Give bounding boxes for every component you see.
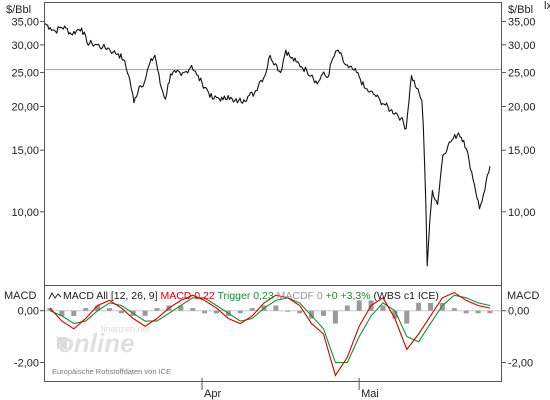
macd-label-right: MACD bbox=[507, 290, 539, 302]
macdf-bar bbox=[309, 310, 315, 319]
macd-legend: MACD All [12, 26, 9] MACD 0,22 Trigger 0… bbox=[63, 290, 439, 302]
brand-logo-icon bbox=[57, 337, 67, 349]
y-tick-label-right: 15,00 bbox=[508, 145, 536, 157]
y-tick-label-left: 30,00 bbox=[11, 40, 39, 52]
legend-entry: +0 +3,3% bbox=[323, 290, 371, 302]
macd-tick-label-left: -2,00 bbox=[14, 357, 39, 369]
unit-label-left: $/Bbl bbox=[6, 4, 31, 16]
y-tick-label-right: 30,00 bbox=[508, 40, 536, 52]
macdf-bar bbox=[487, 310, 493, 314]
macdf-bar bbox=[107, 308, 112, 311]
macd-label-left: MACD bbox=[4, 290, 36, 302]
legend-entry: MACDF 0 bbox=[274, 290, 323, 302]
macd-panel-frame bbox=[44, 285, 502, 382]
x-tick-label: Mai bbox=[361, 388, 379, 400]
y-tick-label-left: 35,00 bbox=[11, 16, 39, 28]
macdf-bar bbox=[321, 310, 326, 316]
macdf-bar bbox=[59, 310, 65, 316]
macd-tick-label-right: 0,00 bbox=[508, 306, 529, 318]
watermark-logo: finanzen.net online bbox=[57, 324, 150, 358]
macdf-bar bbox=[95, 305, 101, 311]
macdf-bar bbox=[118, 310, 124, 314]
corner-mark: lx bbox=[544, 0, 550, 12]
y-tick-label-right: 25,00 bbox=[508, 68, 536, 80]
macdf-bar bbox=[404, 310, 410, 324]
macdf-bar bbox=[237, 310, 243, 314]
macdf-bar bbox=[463, 310, 469, 314]
y-tick-label-left: 25,00 bbox=[11, 68, 39, 80]
macdf-bar bbox=[249, 308, 255, 311]
macdf-bar bbox=[392, 310, 398, 319]
macdf-bar bbox=[439, 302, 445, 311]
macdf-bar bbox=[47, 308, 53, 311]
legend-entry: MACD 0,22 bbox=[158, 290, 215, 302]
watermark-brand-big: online bbox=[58, 328, 135, 358]
data-source-note: Europäische Rohstoffdaten von ICE bbox=[52, 367, 171, 376]
macdf-bar bbox=[332, 310, 338, 324]
macdf-bar bbox=[202, 310, 208, 314]
watermark-brand-small: finanzen.net bbox=[101, 324, 151, 334]
y-tick-label-left: 10,00 bbox=[11, 207, 39, 219]
line-sparkline-icon bbox=[48, 291, 62, 300]
macd-series-line bbox=[49, 291, 491, 377]
legend-entry: (WBS c1 ICE) bbox=[371, 290, 439, 302]
x-tick-label: Apr bbox=[204, 388, 221, 400]
macdf-bar bbox=[273, 305, 279, 311]
macdf-bar bbox=[285, 310, 291, 312]
macdf-bar bbox=[451, 308, 457, 311]
macdf-bar bbox=[416, 302, 422, 311]
y-tick-label-right: 10,00 bbox=[508, 207, 536, 219]
macdf-bar bbox=[71, 310, 77, 316]
macdf-bar bbox=[475, 310, 481, 314]
macdf-bar bbox=[344, 305, 350, 311]
macdf-bar bbox=[190, 308, 196, 311]
macdf-bar bbox=[380, 305, 386, 311]
macdf-bar bbox=[83, 308, 89, 311]
legend-entry: MACD All [12, 26, 9] bbox=[63, 290, 158, 302]
unit-label-right: $/Bbl bbox=[508, 4, 533, 16]
y-tick-label-right: 35,00 bbox=[508, 16, 536, 28]
macdf-bar bbox=[142, 310, 148, 316]
y-tick-label-left: 15,00 bbox=[11, 145, 39, 157]
macdf-bar bbox=[154, 308, 160, 311]
y-tick-label-left: 20,00 bbox=[11, 101, 39, 113]
macdf-bar bbox=[178, 305, 184, 311]
y-tick-label-right: 20,00 bbox=[508, 101, 536, 113]
macd-tick-label-left: 0,00 bbox=[18, 306, 39, 318]
macdf-bar bbox=[356, 300, 362, 311]
macdf-bar bbox=[214, 310, 219, 314]
macdf-bar bbox=[428, 302, 433, 311]
legend-entry: Trigger 0,23 bbox=[215, 290, 274, 302]
price-series-line bbox=[44, 23, 491, 267]
trigger-series-line bbox=[49, 294, 491, 364]
macd-tick-label-right: -2,00 bbox=[508, 357, 533, 369]
macdf-bar bbox=[297, 310, 303, 314]
